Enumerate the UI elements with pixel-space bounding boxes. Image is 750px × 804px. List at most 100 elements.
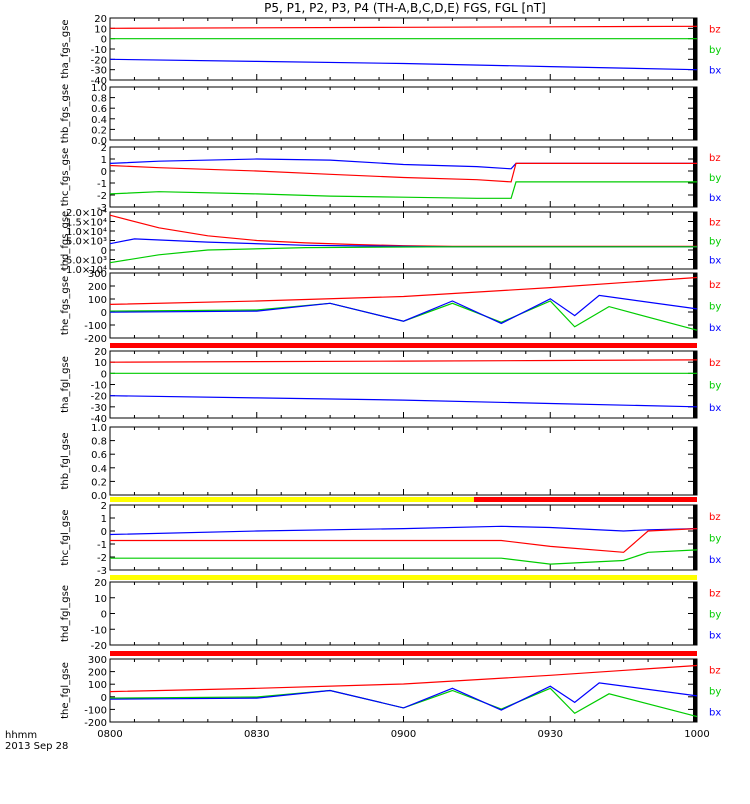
legend-by: by [709, 173, 721, 184]
panel-ylabel: the_fgl_gse [60, 662, 71, 719]
panel-thd_fgl_gse: 20 10 0 -10 -20 thd_fgl_gse bz by bx [60, 578, 721, 652]
panel-edge-strip [693, 582, 697, 645]
y-tick-label: -30 [91, 403, 107, 414]
series-bz [109, 276, 698, 305]
y-tick-label: 0 [101, 167, 107, 178]
y-tick-label: 100 [88, 680, 107, 691]
legend-bx: bx [709, 403, 721, 414]
y-tick-label: -1 [97, 179, 107, 190]
y-tick-label: 0.2 [91, 477, 107, 488]
series-bx [109, 294, 698, 325]
panel-thb_fgl_gse: 1.0 0.8 0.6 0.4 0.2 0.0 thb_fgl_gse [60, 423, 698, 502]
y-tick-label: 0.0 [91, 491, 107, 502]
series-by [109, 300, 698, 331]
y-tick-label: 5.0×10³ [66, 237, 107, 248]
y-tick-label: 300 [88, 269, 107, 280]
panel-frame [109, 211, 698, 270]
legend-bz: bz [709, 24, 721, 35]
y-tick-label: -10 [91, 625, 107, 636]
legend-by: by [709, 302, 721, 313]
y-tick-label: -5.0×10³ [62, 256, 107, 267]
status-bar-3-seg-0 [110, 651, 697, 656]
legend-by: by [709, 45, 721, 56]
legend-bx: bx [709, 708, 721, 719]
series-bx [109, 395, 698, 408]
y-tick-label: 0.8 [91, 94, 107, 105]
y-tick-label: 200 [88, 668, 107, 679]
y-tick-label: 1 [101, 155, 107, 166]
legend-bx: bx [709, 631, 721, 642]
legend-bz: bz [709, 280, 721, 291]
panel-edge-strip [693, 147, 697, 207]
panel-ylabel: thb_fgl_gse [60, 433, 71, 490]
series-by [109, 246, 697, 264]
legend-bz: bz [709, 589, 721, 600]
panel-the_fgs_gse: 300 200 100 0 -100 -200 the_fgs_gse bz by bx [60, 269, 721, 345]
y-tick-label: 10 [94, 358, 107, 369]
y-tick-label: -1 [97, 540, 107, 551]
series-by [110, 549, 698, 565]
series-bx [109, 158, 697, 170]
y-tick-label: -3 [97, 203, 107, 214]
footer-time-label: hhmm [5, 730, 37, 741]
y-tick-label: -20 [91, 55, 107, 66]
panel-frame [109, 272, 698, 339]
panel-ylabel: thc_fgs_gse [60, 148, 71, 207]
legend-bx: bx [709, 66, 721, 77]
y-tick-label: -100 [84, 321, 107, 332]
status-bar-1-seg-1 [473, 497, 697, 502]
series-bx [109, 525, 698, 536]
y-tick-label: 1 [101, 514, 107, 525]
y-tick-label: 0 [101, 35, 107, 46]
series-bz [109, 25, 698, 29]
panel-frame [109, 581, 698, 646]
panel-ylabel: tha_fgl_gse [60, 356, 71, 413]
panel-edge-strip [693, 212, 697, 269]
panel-edge-strip [693, 659, 697, 722]
panel-ylabel: thd_fgl_gse [60, 585, 71, 642]
legend-bx: bx [709, 323, 721, 334]
panel-frame [109, 504, 698, 571]
legend-bz: bz [709, 218, 721, 229]
series-bz [110, 528, 698, 553]
panel-edge-strip [693, 273, 697, 338]
y-tick-label: 20 [94, 347, 107, 358]
panel-ylabel: tha_fgs_gse [60, 19, 71, 78]
y-tick-label: -10 [91, 381, 107, 392]
y-tick-label: 1.5×10⁴ [66, 218, 107, 229]
legend-bz: bz [709, 512, 721, 523]
panel-frame [109, 86, 698, 141]
y-tick-label: 1.0 [91, 423, 107, 434]
y-tick-label: 2 [101, 501, 107, 512]
panel-edge-strip [693, 427, 697, 495]
legend-bz: bz [709, 358, 721, 369]
panel-edge-strip [693, 18, 697, 80]
series-bz [109, 359, 698, 363]
y-tick-label: 0 [101, 246, 107, 257]
y-tick-label: 0.8 [91, 437, 107, 448]
legend-by: by [709, 381, 721, 392]
y-tick-label: 0 [101, 369, 107, 380]
y-tick-label: 20 [94, 578, 107, 589]
y-tick-label: 0.4 [91, 464, 107, 475]
status-bar-1-seg-0 [110, 497, 474, 502]
y-tick-label: -100 [84, 705, 107, 716]
series-by [109, 181, 697, 199]
status-bar-0-seg-0 [110, 343, 697, 348]
series-bx [109, 58, 698, 71]
x-tick-label: 0900 [391, 729, 416, 740]
x-tick-label: 0930 [538, 729, 563, 740]
y-tick-label: 2.0×10⁴ [66, 208, 107, 219]
panel-edge-strip [693, 87, 697, 140]
y-tick-label: 2 [101, 143, 107, 154]
legend-bx: bx [709, 555, 721, 566]
y-tick-label: 0 [101, 693, 107, 704]
y-tick-label: -20 [91, 392, 107, 403]
legend-by: by [709, 534, 721, 545]
y-tick-label: 100 [88, 295, 107, 306]
legend-by: by [709, 687, 721, 698]
